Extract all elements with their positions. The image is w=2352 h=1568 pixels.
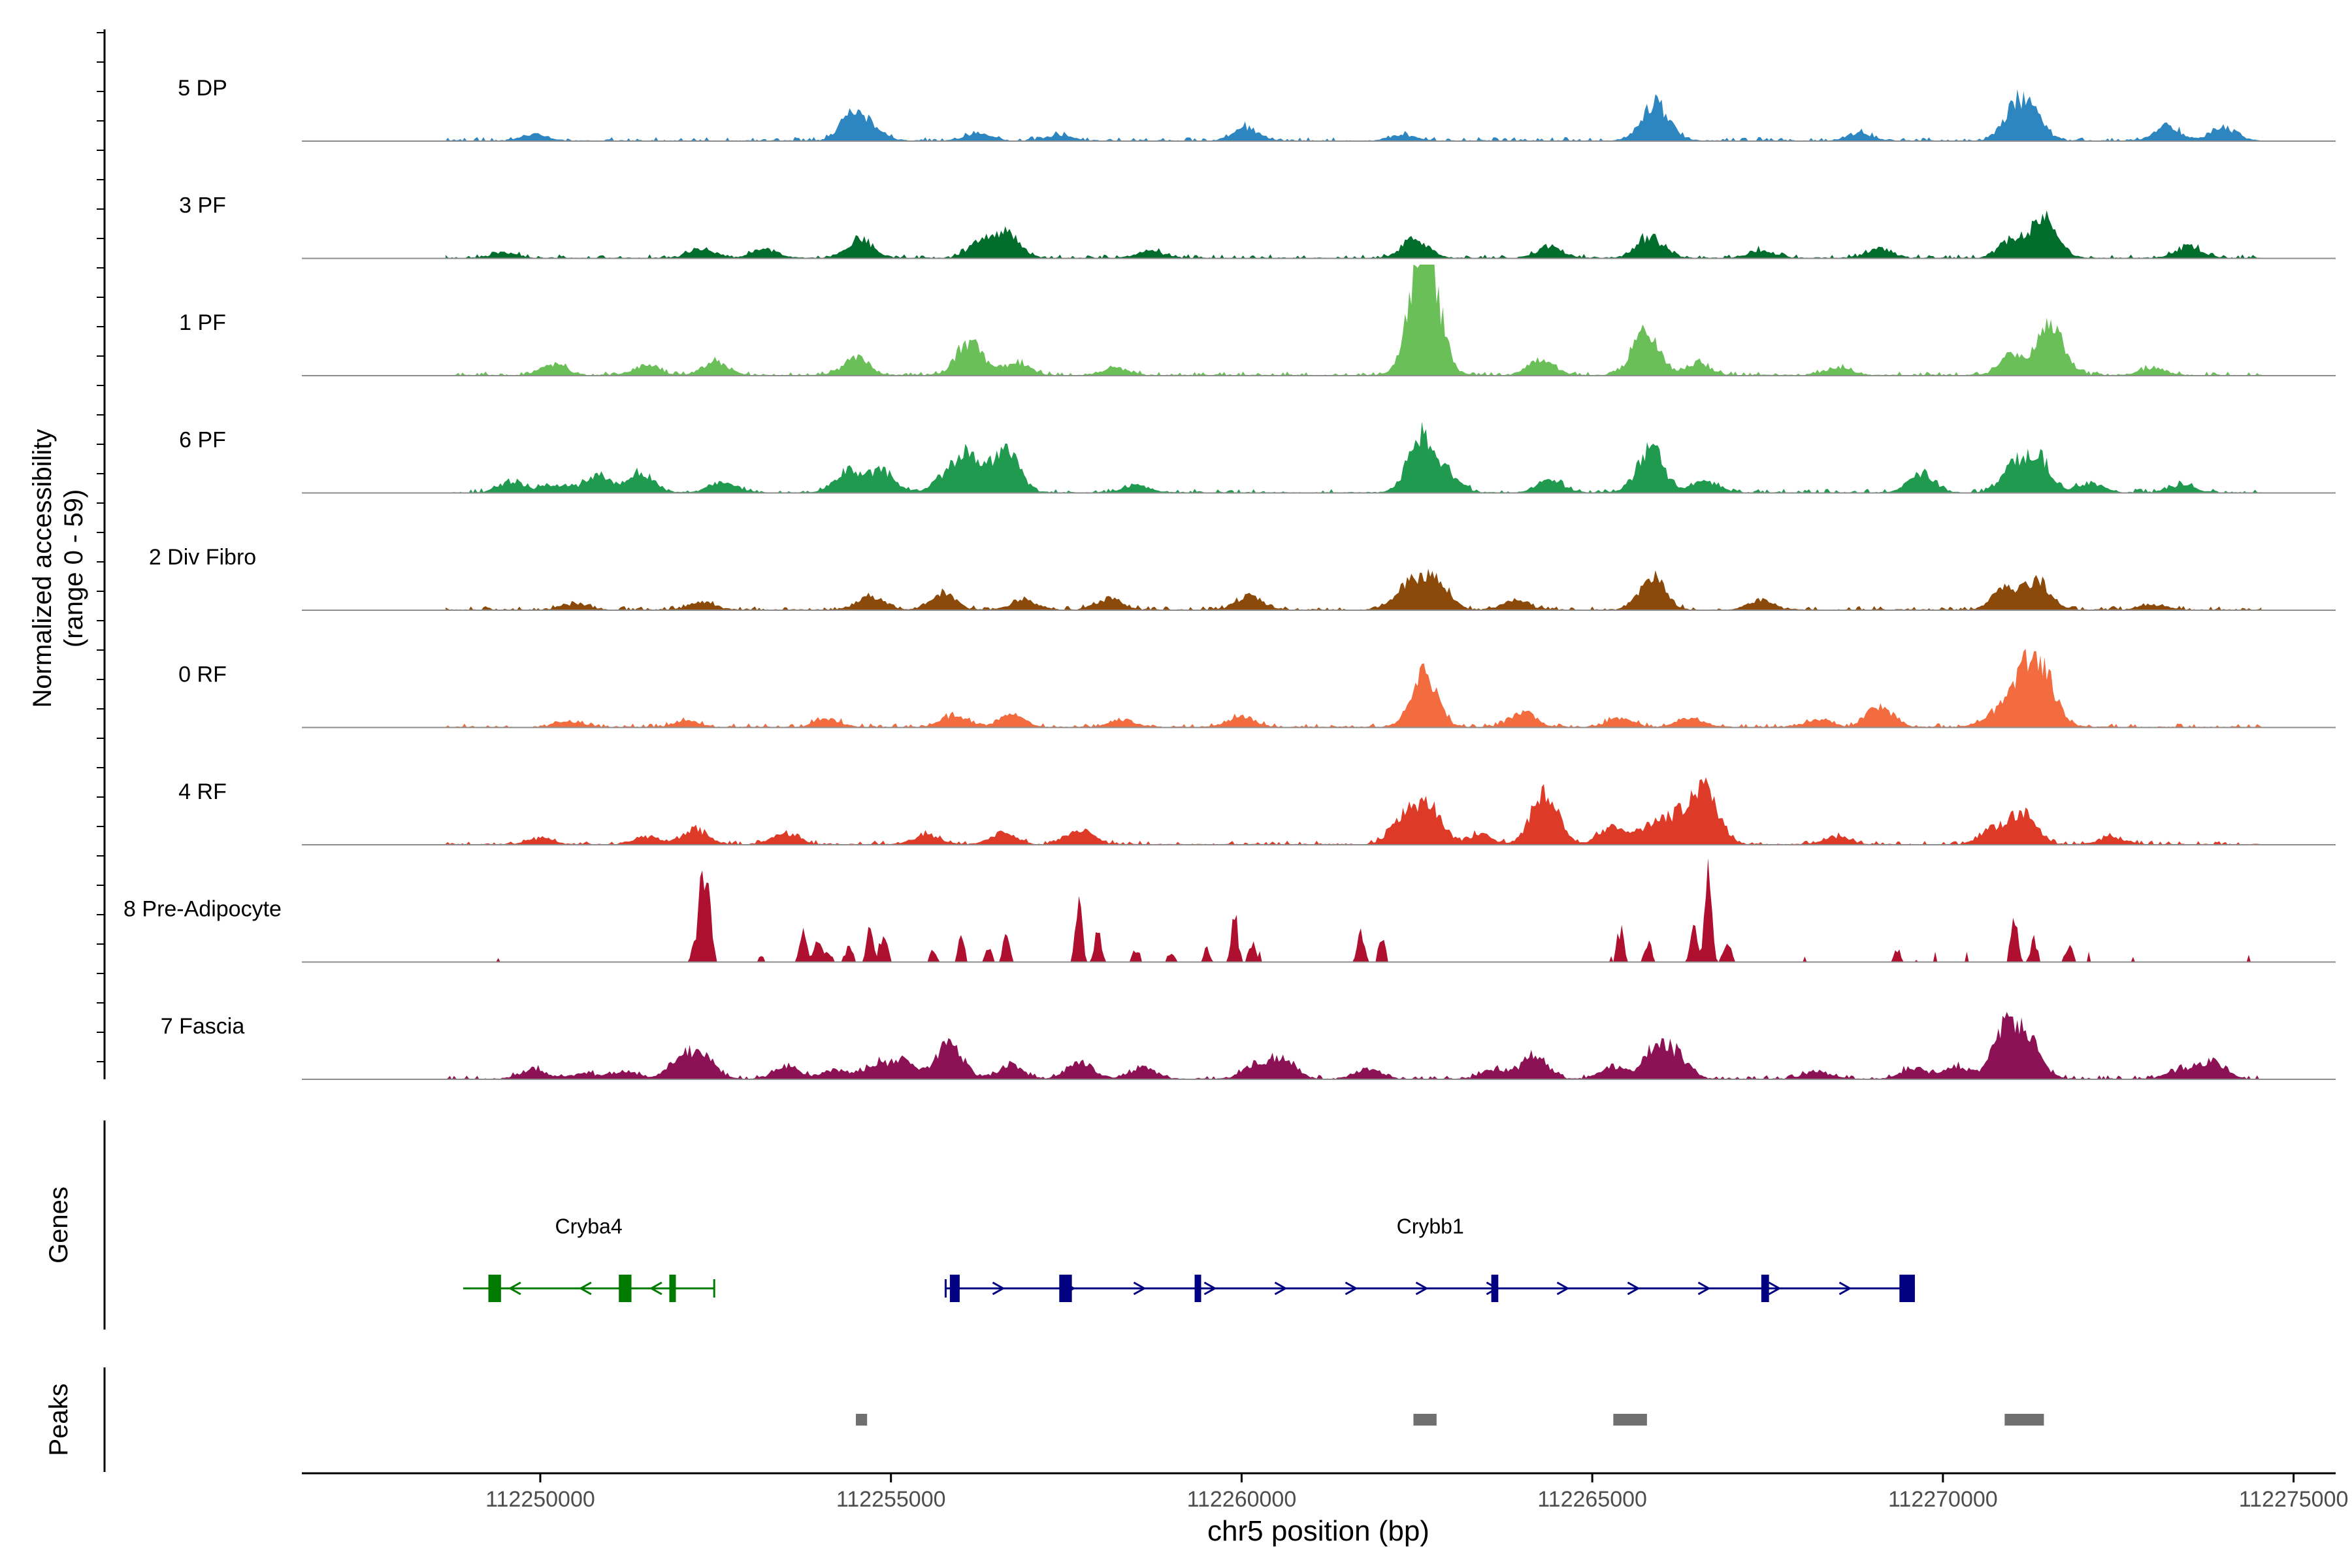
x-axis-ticks: 112250000 112255000 112260000 112265000 1122…: [485, 1473, 2348, 1512]
track-3-pf: 3 PF: [179, 193, 2336, 259]
track-label: 0 RF: [178, 662, 227, 687]
y-axis-title-line1: Normalized accessibility: [28, 429, 57, 708]
track-label: 6 PF: [179, 428, 226, 453]
gene-exon: [619, 1275, 632, 1302]
track-label: 8 Pre-Adipocyte: [123, 897, 282, 922]
coverage-area: [446, 421, 2262, 493]
track-label: 4 RF: [178, 779, 227, 804]
coverage-area: [446, 1011, 2262, 1079]
x-axis-tick-label: 112275000: [2239, 1487, 2349, 1512]
genes-panel-label: Genes: [44, 1186, 73, 1264]
peak-region: [856, 1414, 868, 1426]
track-5-dp: 5 DP: [178, 76, 2336, 142]
peak-region: [1613, 1414, 1647, 1426]
track-label: 1 PF: [179, 310, 226, 335]
strand-chevron: [1274, 1281, 1288, 1296]
coverage-tracks: 5 DP 3 PF 1 PF 6 PF 2 Div Fibro 0 RF 4 RF 8 Pre…: [123, 76, 2336, 1080]
strand-chevron: [578, 1281, 592, 1296]
track-2-div-fibro: 2 Div Fibro: [149, 545, 2336, 611]
strand-chevron: [992, 1281, 1005, 1296]
track-label: 5 DP: [178, 76, 227, 101]
gene-exon: [1491, 1275, 1499, 1302]
strand-chevron: [508, 1281, 521, 1296]
gene-exon: [1899, 1275, 1915, 1302]
peak-region: [1413, 1414, 1437, 1426]
peaks-panel-label: Peaks: [44, 1383, 73, 1456]
peak-region: [2004, 1414, 2044, 1426]
strand-chevron: [649, 1281, 662, 1296]
strand-chevron: [1556, 1281, 1570, 1296]
gene-exon: [949, 1275, 960, 1302]
track-label: 3 PF: [179, 193, 226, 218]
gene-annotation-track: Cryba4 Crybb1: [463, 1215, 1915, 1302]
x-axis-tick-label: 112260000: [1187, 1487, 1297, 1512]
x-axis-title: chr5 position (bp): [1207, 1515, 1429, 1547]
gene-exon: [1194, 1275, 1201, 1302]
track-8-pre-adipocyte: 8 Pre-Adipocyte: [123, 858, 2336, 963]
strand-chevron: [1133, 1281, 1147, 1296]
gene-name-label: Crybb1: [1397, 1215, 1464, 1238]
coverage-y-axis-ticks: [97, 32, 105, 1062]
strand-chevron: [1627, 1281, 1641, 1296]
strand-chevron: [1203, 1281, 1217, 1296]
y-axis-title-line2: (range 0 - 59): [59, 489, 88, 647]
peaks-track: [856, 1414, 2044, 1426]
gene-name-label: Cryba4: [555, 1215, 622, 1238]
strand-chevron: [1345, 1281, 1358, 1296]
track-4-rf: 4 RF: [178, 777, 2336, 845]
gene-exon: [1059, 1275, 1072, 1302]
track-label: 7 Fascia: [161, 1014, 245, 1039]
track-7-fascia: 7 Fascia: [161, 1011, 2336, 1080]
x-axis-tick-label: 112250000: [485, 1487, 595, 1512]
track-label: 2 Div Fibro: [149, 545, 256, 570]
x-axis-tick-label: 112255000: [836, 1487, 946, 1512]
gene-exon: [488, 1275, 501, 1302]
strand-chevron: [1415, 1281, 1429, 1296]
strand-chevron: [1697, 1281, 1711, 1296]
strand-chevron: [1838, 1281, 1852, 1296]
gene-crybb1: Crybb1: [944, 1215, 1915, 1302]
strand-chevron: [1768, 1281, 1782, 1296]
track-6-pf: 6 PF: [179, 421, 2336, 494]
gene-exon: [669, 1275, 676, 1302]
x-axis-tick-label: 112270000: [1888, 1487, 1998, 1512]
y-axis-title: Normalized accessibility (range 0 - 59): [28, 429, 88, 708]
track-1-pf: 1 PF: [179, 265, 2336, 376]
track-0-rf: 0 RF: [178, 649, 2336, 728]
gene-cryba4: Cryba4: [463, 1215, 715, 1302]
x-axis-tick-label: 112265000: [1537, 1487, 1647, 1512]
gene-exon: [1761, 1275, 1769, 1302]
